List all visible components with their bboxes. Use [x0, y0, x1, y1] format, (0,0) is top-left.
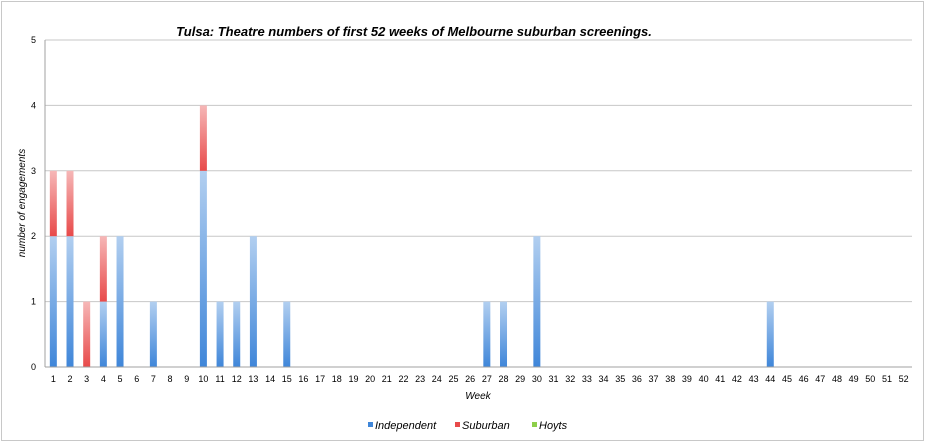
x-tick-label: 44	[765, 374, 775, 384]
bar-independent	[283, 301, 291, 367]
x-tick-label: 35	[615, 374, 625, 384]
bar-suburban	[66, 170, 74, 237]
x-tick-label: 12	[232, 374, 242, 384]
bars	[49, 105, 774, 367]
x-tick-label: 14	[265, 374, 275, 384]
x-tick-label: 32	[565, 374, 575, 384]
bar-independent	[49, 236, 57, 367]
x-tick-label: 38	[665, 374, 675, 384]
x-tick-label: 50	[865, 374, 875, 384]
bar-independent	[116, 236, 124, 367]
legend-label: Suburban	[462, 420, 510, 432]
bar-independent	[233, 301, 241, 367]
x-tick-label: 26	[465, 374, 475, 384]
x-tick-label: 42	[732, 374, 742, 384]
x-tick-label: 52	[899, 374, 909, 384]
x-axis-label: Week	[465, 391, 491, 402]
y-tick-label: 3	[31, 166, 36, 176]
bar-independent	[199, 170, 207, 367]
x-tick-label: 33	[582, 374, 592, 384]
x-tick-label: 40	[699, 374, 709, 384]
y-tick-label: 2	[31, 231, 36, 241]
legend-swatch	[368, 422, 373, 427]
x-tick-label: 6	[134, 374, 139, 384]
bar-suburban	[83, 301, 91, 367]
x-tick-label: 1	[51, 374, 56, 384]
y-tick-label: 5	[31, 35, 36, 45]
x-tick-label: 39	[682, 374, 692, 384]
x-tick-label: 5	[118, 374, 123, 384]
x-tick-label: 43	[749, 374, 759, 384]
x-tick-label: 4	[101, 374, 106, 384]
x-tick-label: 47	[815, 374, 825, 384]
x-tick-label: 34	[599, 374, 609, 384]
y-tick-label: 0	[31, 362, 36, 372]
chart-title: Tulsa: Theatre numbers of first 52 weeks…	[176, 24, 652, 39]
x-tick-label: 10	[198, 374, 208, 384]
x-tick-label: 2	[68, 374, 73, 384]
bar-independent	[766, 301, 774, 367]
x-tick-label: 18	[332, 374, 342, 384]
x-tick-label: 11	[215, 374, 224, 384]
x-tick-label: 31	[549, 374, 559, 384]
legend-label: Independent	[375, 420, 437, 432]
x-tick-label: 17	[315, 374, 325, 384]
x-tick-label: 23	[415, 374, 425, 384]
x-tick-label: 46	[799, 374, 809, 384]
bar-independent	[483, 301, 491, 367]
legend-swatch	[455, 422, 460, 427]
x-tick-label: 51	[882, 374, 892, 384]
x-tick-label: 36	[632, 374, 642, 384]
x-tick-label: 22	[398, 374, 408, 384]
x-tick-label: 29	[515, 374, 525, 384]
x-tick-label: 16	[298, 374, 308, 384]
bar-independent	[216, 301, 224, 367]
x-tick-label: 9	[184, 374, 189, 384]
y-tick-label: 1	[31, 297, 36, 307]
x-tick-label: 21	[382, 374, 392, 384]
bar-suburban	[199, 105, 207, 171]
y-tick-label: 4	[31, 100, 36, 110]
x-tick-label: 45	[782, 374, 792, 384]
x-tick-label: 8	[168, 374, 173, 384]
gridlines	[45, 39, 912, 368]
bar-independent	[99, 301, 107, 367]
bar-independent	[500, 301, 508, 367]
bar-independent	[533, 236, 541, 367]
legend-swatch	[532, 422, 537, 427]
bar-independent	[249, 236, 257, 367]
x-tick-label: 7	[151, 374, 156, 384]
x-tick-label: 3	[84, 374, 89, 384]
x-tick-label: 28	[499, 374, 509, 384]
legend: Independent Suburban Hoyts	[368, 420, 568, 432]
x-tick-label: 49	[849, 374, 859, 384]
x-tick-label: 41	[715, 374, 725, 384]
x-tick-label: 19	[348, 374, 358, 384]
x-tick-label: 48	[832, 374, 842, 384]
x-tick-label: 25	[448, 374, 458, 384]
bar-independent	[66, 236, 74, 367]
legend-label: Hoyts	[539, 420, 568, 432]
x-tick-label: 37	[649, 374, 659, 384]
x-tick-label: 20	[365, 374, 375, 384]
bar-suburban	[99, 236, 107, 302]
x-tick-label: 30	[532, 374, 542, 384]
x-tick-label: 24	[432, 374, 442, 384]
x-tick-label: 27	[482, 374, 492, 384]
x-tick-label: 13	[248, 374, 258, 384]
x-tick-label: 15	[282, 374, 292, 384]
y-axis-label: number of engagements	[17, 149, 28, 257]
bar-independent	[149, 301, 157, 367]
bar-suburban	[49, 170, 57, 237]
